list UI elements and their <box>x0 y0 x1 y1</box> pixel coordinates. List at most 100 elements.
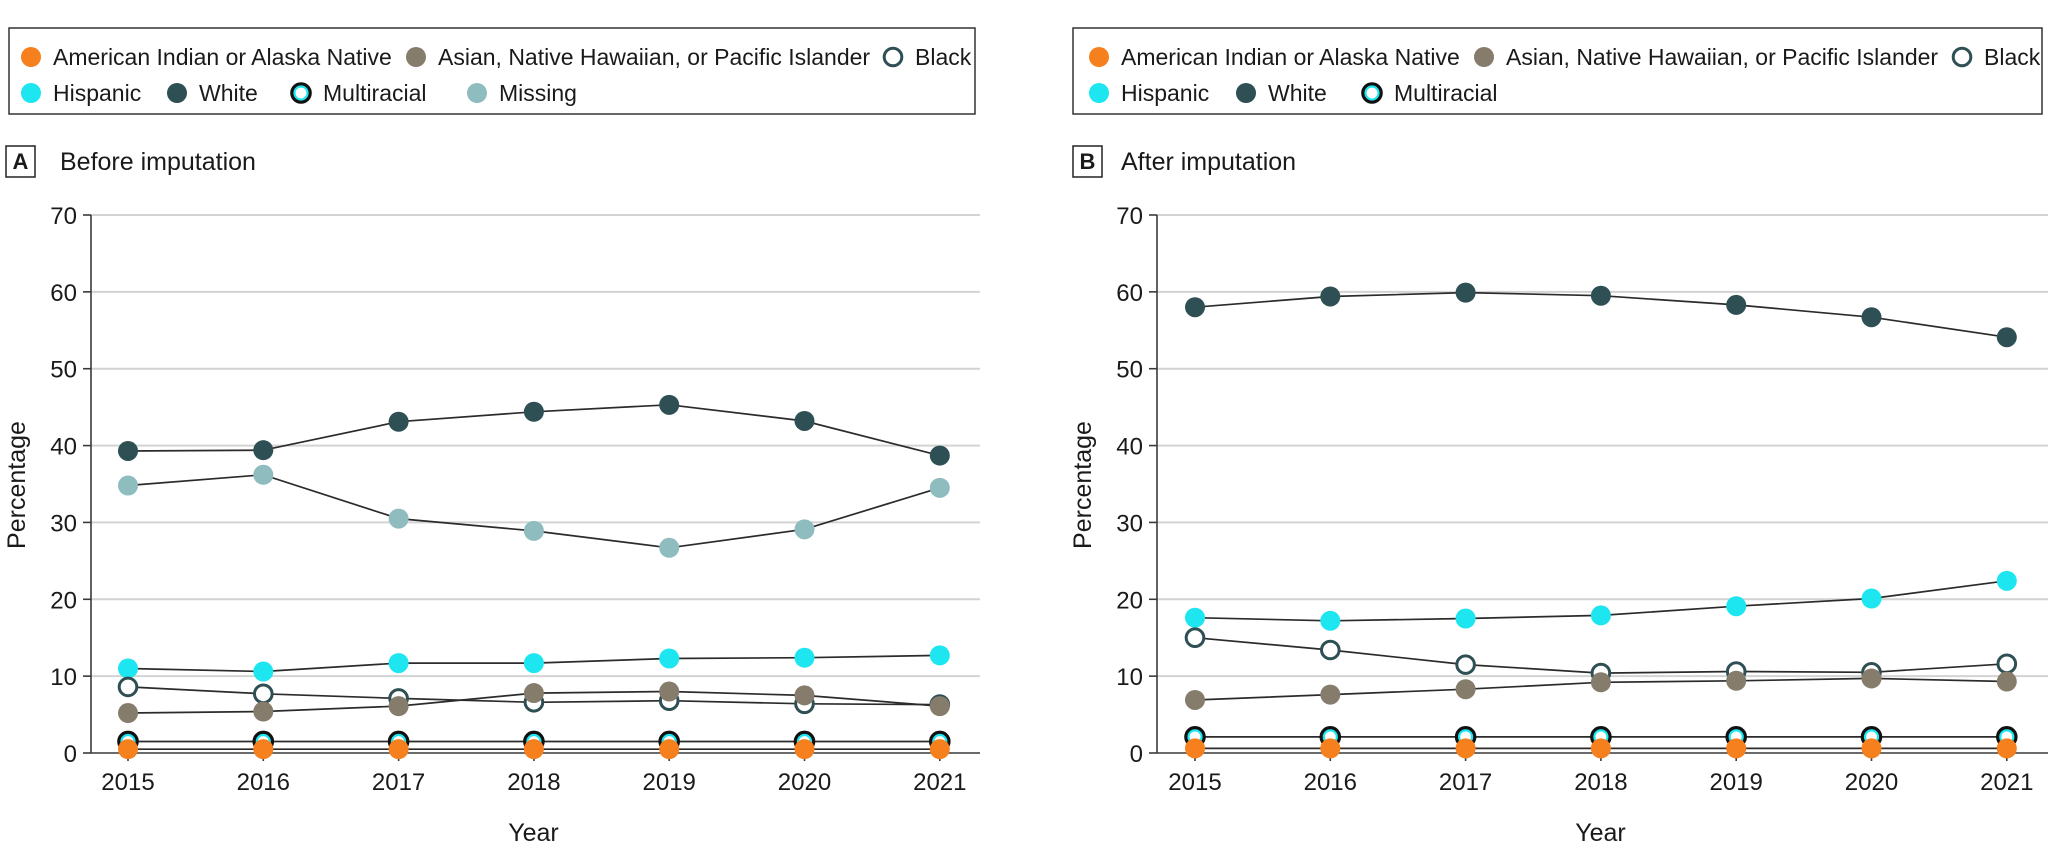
point-missing-2016 <box>253 464 274 485</box>
x-tick-label-2015: 2015 <box>1168 769 1221 796</box>
point-asian-native-hawaiian-or-pacific-islander-2019-shape <box>1726 670 1747 691</box>
legend-label-multiracial: Multiracial <box>1394 80 1498 106</box>
point-hispanic-2021-shape <box>929 645 950 666</box>
y-tick-label-0: 0 <box>1130 741 1143 768</box>
y-tick-label-10: 10 <box>50 664 77 691</box>
legend-marker-missing <box>467 83 487 103</box>
point-hispanic-2015-shape <box>1185 607 1205 628</box>
panel-b: American Indian or Alaska Native Asian, N… <box>1069 27 2048 847</box>
point-black-2017-shape <box>1455 654 1476 675</box>
point-american-indian-or-alaska-native-2018 <box>523 739 544 760</box>
point-hispanic-2017-shape <box>388 653 409 674</box>
point-asian-native-hawaiian-or-pacific-islander-2017 <box>1455 679 1476 700</box>
point-american-indian-or-alaska-native-2016-shape <box>1320 738 1341 759</box>
legend-marker-asian-native-hawaiian-or-pacific-islander-shape <box>1474 47 1494 67</box>
point-black-2016 <box>1320 639 1341 661</box>
point-black-2016 <box>252 683 274 705</box>
y-tick-label-50: 50 <box>50 357 77 384</box>
series-asian-native-hawaiian-or-pacific-islander <box>118 681 950 724</box>
y-tick-label-20: 20 <box>50 587 77 614</box>
y-tick-label-70: 70 <box>1116 203 1143 230</box>
y-tick-label-60: 60 <box>1116 280 1143 307</box>
legend-label-hispanic: Hispanic <box>53 80 141 106</box>
legend-marker-multiracial <box>290 82 312 104</box>
x-tick-label-2017: 2017 <box>372 769 425 796</box>
point-missing-2016-shape <box>253 464 274 485</box>
point-white-2019-shape <box>1726 294 1747 315</box>
legend-marker-american-indian-or-alaska-native-shape <box>21 47 41 67</box>
legend-marker-hispanic <box>1089 83 1109 103</box>
point-asian-native-hawaiian-or-pacific-islander-2015 <box>118 703 138 724</box>
series-markers <box>1184 282 2018 759</box>
point-american-indian-or-alaska-native-2019-shape <box>1726 738 1747 759</box>
legend-box <box>8 27 976 115</box>
y-tick-label-60: 60 <box>50 280 77 307</box>
point-missing-2017 <box>388 508 409 529</box>
point-asian-native-hawaiian-or-pacific-islander-2018 <box>523 683 544 704</box>
x-tick-label-2019: 2019 <box>1710 769 1763 796</box>
point-hispanic-2019 <box>1726 596 1747 617</box>
point-american-indian-or-alaska-native-2021-shape <box>1996 738 2017 759</box>
point-american-indian-or-alaska-native-2015-shape <box>118 739 138 760</box>
legend-label-american-indian-or-alaska-native: American Indian or Alaska Native <box>1121 44 1460 70</box>
point-hispanic-2017-shape <box>1455 608 1476 629</box>
legend-marker-hispanic-shape <box>1089 83 1109 103</box>
point-black-2015 <box>117 676 139 698</box>
point-white-2021 <box>929 445 950 466</box>
point-hispanic-2015-shape <box>118 658 138 679</box>
point-white-2021 <box>1996 327 2017 348</box>
point-asian-native-hawaiian-or-pacific-islander-2021-shape <box>1996 671 2017 692</box>
point-asian-native-hawaiian-or-pacific-islander-2020 <box>794 685 815 706</box>
point-hispanic-2019 <box>659 648 680 669</box>
point-american-indian-or-alaska-native-2020 <box>794 739 815 760</box>
point-american-indian-or-alaska-native-2021-shape <box>929 739 950 760</box>
legend-label-black: Black <box>915 44 972 70</box>
point-asian-native-hawaiian-or-pacific-islander-2017 <box>388 696 409 717</box>
legend-box <box>1072 27 2043 115</box>
y-tick-label-30: 30 <box>1116 510 1143 537</box>
legend-marker-missing-shape <box>467 83 487 103</box>
point-white-2015 <box>1185 297 1205 318</box>
y-axis-title: Percentage <box>3 421 31 549</box>
x-tick-label-2019: 2019 <box>643 769 696 796</box>
point-white-2018-shape <box>523 401 544 422</box>
series-white <box>1185 282 2017 348</box>
legend-marker-multiracial <box>1361 82 1383 104</box>
legend-label-american-indian-or-alaska-native: American Indian or Alaska Native <box>53 44 392 70</box>
point-hispanic-2018 <box>1590 605 1611 626</box>
point-black-2015-shape <box>117 676 139 698</box>
point-american-indian-or-alaska-native-2019 <box>1726 738 1747 759</box>
point-missing-2017-shape <box>388 508 409 529</box>
point-american-indian-or-alaska-native-2020-shape <box>1861 738 1882 759</box>
point-asian-native-hawaiian-or-pacific-islander-2021 <box>1996 671 2017 692</box>
point-white-2015 <box>118 440 138 461</box>
point-black-2016-shape <box>252 683 274 705</box>
point-black-2021 <box>1996 653 2018 675</box>
point-missing-2019-shape <box>659 537 680 558</box>
point-asian-native-hawaiian-or-pacific-islander-2017-shape <box>1455 679 1476 700</box>
point-white-2020-shape <box>1861 307 1882 328</box>
legend-marker-white-shape <box>1236 83 1256 103</box>
point-white-2020 <box>794 410 815 431</box>
point-asian-native-hawaiian-or-pacific-islander-2016-shape <box>253 701 274 722</box>
point-american-indian-or-alaska-native-2021 <box>1996 738 2017 759</box>
point-american-indian-or-alaska-native-2016 <box>253 739 274 760</box>
point-white-2019 <box>659 394 680 415</box>
point-asian-native-hawaiian-or-pacific-islander-2016 <box>1320 684 1341 705</box>
point-asian-native-hawaiian-or-pacific-islander-2020 <box>1861 668 1882 689</box>
legend-label-multiracial: Multiracial <box>323 80 427 106</box>
legend-label-black: Black <box>1984 44 2041 70</box>
point-hispanic-2016 <box>253 661 274 682</box>
x-tick-label-2021: 2021 <box>1980 769 2033 796</box>
legend-label-hispanic: Hispanic <box>1121 80 1209 106</box>
point-hispanic-2017 <box>388 653 409 674</box>
point-hispanic-2015 <box>1185 607 1205 628</box>
legend-marker-black-shape <box>1951 46 1973 68</box>
legend-marker-black <box>882 46 904 68</box>
point-white-2021-shape <box>1996 327 2017 348</box>
x-tick-label-2016: 2016 <box>1304 769 1357 796</box>
point-missing-2020-shape <box>794 519 815 540</box>
legend-label-asian-native-hawaiian-or-pacific-islander: Asian, Native Hawaiian, or Pacific Islan… <box>1506 44 1938 70</box>
point-white-2018 <box>523 401 544 422</box>
point-asian-native-hawaiian-or-pacific-islander-2018-shape <box>1590 672 1611 693</box>
